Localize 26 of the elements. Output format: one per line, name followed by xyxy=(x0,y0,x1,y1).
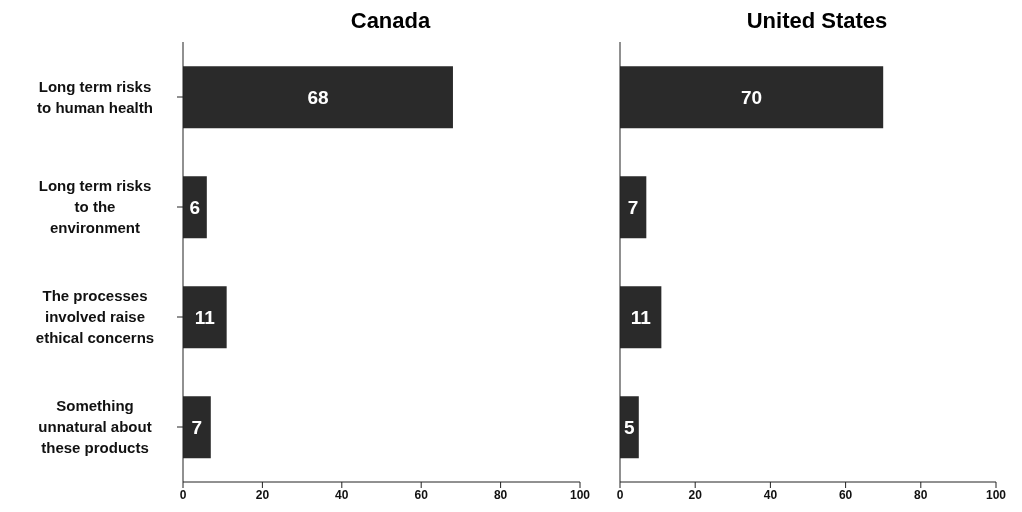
data-label: 70 xyxy=(741,86,763,108)
x-tick-label: 80 xyxy=(914,487,928,502)
data-label: 7 xyxy=(191,416,203,438)
data-label: 68 xyxy=(307,86,329,108)
y-tick-label: The processes involved raise ethical concerns xyxy=(35,287,155,347)
data-label: 11 xyxy=(630,306,652,328)
x-tick-label: 60 xyxy=(414,487,429,502)
x-tick-label: 60 xyxy=(838,487,853,502)
chart-title: Canada xyxy=(349,8,432,35)
x-tick-label: 0 xyxy=(179,487,187,502)
x-tick-label: 20 xyxy=(255,487,270,502)
data-label: 7 xyxy=(627,196,639,218)
chart-title: United States xyxy=(745,8,889,35)
x-tick-label: 0 xyxy=(616,487,624,502)
x-tick-label: 20 xyxy=(688,487,703,502)
x-tick-label: 100 xyxy=(985,487,1007,502)
y-tick-label: Long term risks to human health xyxy=(37,77,153,116)
data-label: 6 xyxy=(189,196,201,218)
x-tick-label: 40 xyxy=(763,487,778,502)
data-label: 5 xyxy=(624,416,636,438)
x-tick-label: 80 xyxy=(493,487,508,502)
x-tick-label: 100 xyxy=(569,487,591,502)
y-tick-label: Long term risks to the environment xyxy=(38,177,152,237)
y-tick-label: Something unnatural about these products xyxy=(38,397,152,457)
data-label: 11 xyxy=(194,306,216,328)
x-tick-label: 40 xyxy=(335,487,349,502)
